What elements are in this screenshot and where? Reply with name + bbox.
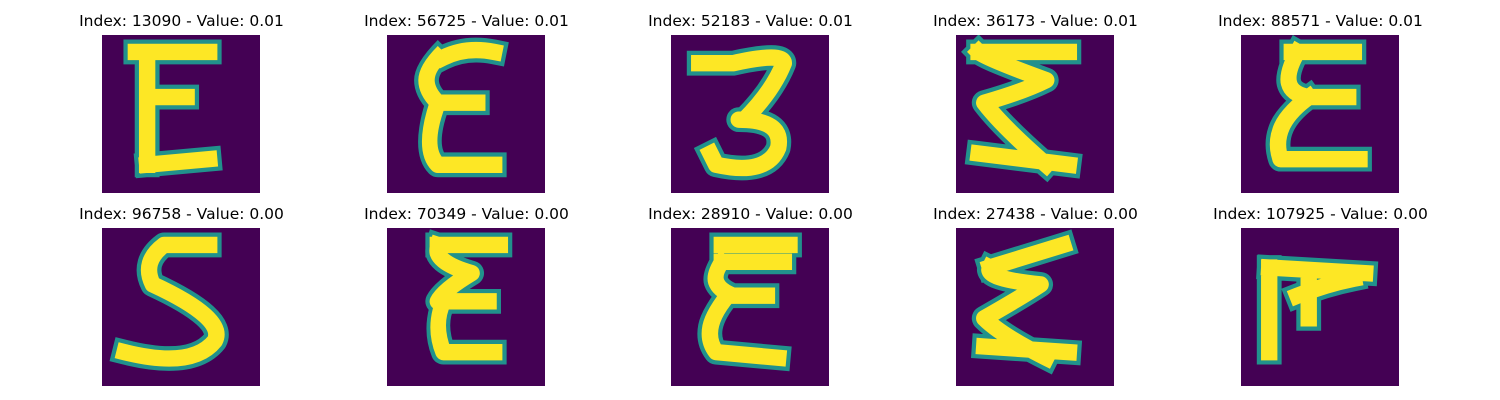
digit-image xyxy=(102,35,260,193)
panel-title: Index: 88571 - Value: 0.01 xyxy=(1218,12,1423,30)
panel-title: Index: 107925 - Value: 0.00 xyxy=(1213,205,1428,223)
glyph-strokes xyxy=(961,35,1083,183)
glyph-strokes xyxy=(1256,254,1379,365)
panel-title: Index: 96758 - Value: 0.00 xyxy=(79,205,284,223)
glyph-strokes xyxy=(414,37,509,178)
digit-image xyxy=(1241,35,1399,193)
digit-image xyxy=(956,35,1114,193)
digit-image xyxy=(956,228,1114,386)
glyph-strokes xyxy=(123,39,223,179)
glyph-strokes xyxy=(109,232,229,371)
digit-image xyxy=(1241,228,1399,386)
glyph-strokes xyxy=(424,229,513,365)
digit-image xyxy=(387,228,545,386)
panel-title: Index: 56725 - Value: 0.01 xyxy=(364,12,569,30)
glyph-strokes xyxy=(686,45,797,181)
glyph-strokes xyxy=(971,229,1083,375)
panel-title: Index: 70349 - Value: 0.00 xyxy=(364,205,569,223)
digit-image xyxy=(671,35,829,193)
digit-image xyxy=(102,228,260,386)
glyph-strokes xyxy=(697,232,802,372)
panel-title: Index: 28910 - Value: 0.00 xyxy=(648,205,853,223)
panel-title: Index: 52183 - Value: 0.01 xyxy=(648,12,853,30)
digit-image xyxy=(671,228,829,386)
panel-title: Index: 36173 - Value: 0.01 xyxy=(933,12,1138,30)
glyph-strokes xyxy=(1265,35,1372,172)
panel-title: Index: 13090 - Value: 0.01 xyxy=(79,12,284,30)
panel-title: Index: 27438 - Value: 0.00 xyxy=(933,205,1138,223)
digit-image xyxy=(387,35,545,193)
